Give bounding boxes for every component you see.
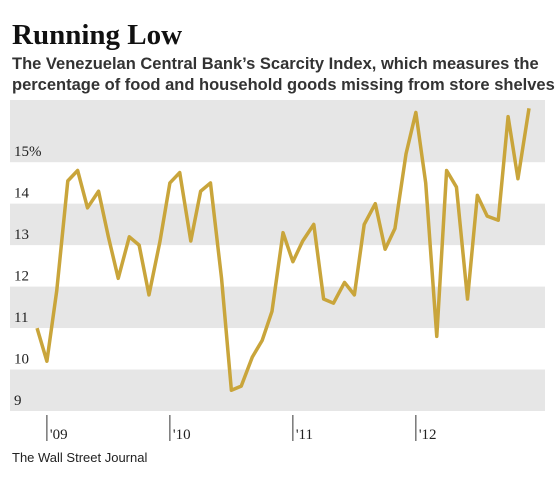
grid-band <box>10 100 545 163</box>
x-tick-label: '12 <box>419 427 437 443</box>
y-tick-label: 14 <box>14 186 30 202</box>
x-tick-label: '09 <box>50 427 68 443</box>
y-tick-label: 12 <box>14 269 29 285</box>
x-tick-label: '11 <box>296 427 313 443</box>
subtitle: percentage of food and household goods m… <box>12 76 555 94</box>
grid-band <box>10 203 545 246</box>
y-tick-label: 15% <box>14 144 42 160</box>
data-line <box>35 108 531 393</box>
x-tick-label: '10 <box>173 427 191 443</box>
y-tick-label: 9 <box>14 393 22 409</box>
grid-band <box>10 286 545 329</box>
y-tick-label: 10 <box>14 352 29 368</box>
y-tick-label: 11 <box>14 310 28 326</box>
grid-band <box>10 369 545 411</box>
y-tick-label: 13 <box>14 227 29 243</box>
chart-title: Running Low <box>12 19 182 51</box>
subtitle: The Venezuelan Central Bank’s Scarcity I… <box>12 55 539 73</box>
source: The Wall Street Journal <box>12 450 147 465</box>
